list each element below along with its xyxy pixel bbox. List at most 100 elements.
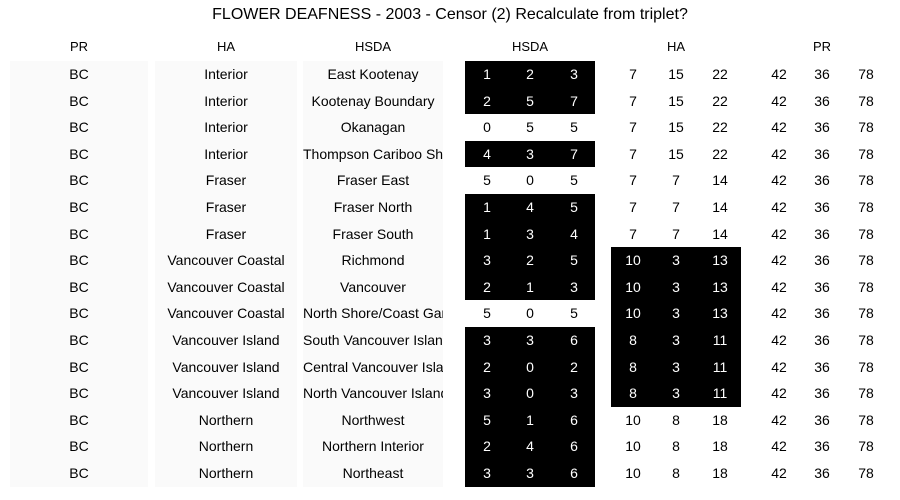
hsda-value: 1 — [483, 199, 491, 215]
ha-value: 14 — [712, 225, 728, 242]
ha-value: 15 — [668, 145, 684, 162]
hsda-value: 6 — [570, 332, 578, 348]
pr-value: 78 — [858, 385, 874, 402]
ha-cell: Vancouver Island — [172, 358, 280, 375]
pr-value: 42 — [771, 305, 787, 322]
ha-cell: Vancouver Coastal — [167, 252, 285, 269]
ha-value: 7 — [629, 199, 637, 215]
hsda-value: 2 — [526, 66, 534, 82]
hsda-value: 1 — [526, 411, 534, 428]
pr-value: 36 — [814, 199, 830, 215]
ha-value: 15 — [668, 119, 684, 136]
hsda-cell: Vancouver — [340, 278, 406, 295]
pr-value: 78 — [858, 92, 874, 109]
hsda-cell: Northeast — [342, 465, 404, 481]
pr-value: 36 — [814, 145, 830, 162]
pr-value: 78 — [858, 358, 874, 375]
hsda-value: 3 — [526, 145, 534, 162]
pr-value: 42 — [771, 172, 787, 189]
pr-value: 36 — [814, 305, 830, 322]
ha-value: 11 — [712, 358, 728, 375]
ha-value: 15 — [668, 92, 684, 109]
pr-value: 36 — [814, 119, 830, 136]
hsda-value: 4 — [570, 225, 578, 242]
hsda-value: 0 — [526, 172, 534, 189]
pr-value: 36 — [814, 465, 830, 481]
pr-value: 78 — [858, 438, 874, 455]
hsda-value: 3 — [570, 278, 578, 295]
hsda-value: 5 — [570, 119, 578, 136]
hsda-value: 2 — [483, 358, 491, 375]
hsda-value: 5 — [570, 199, 578, 215]
hsda-cell: Fraser South — [332, 225, 414, 242]
ha-value: 22 — [712, 92, 728, 109]
ha-cell: Northern — [198, 465, 254, 481]
hsda-value: 1 — [483, 225, 491, 242]
pr-value: 42 — [771, 438, 787, 455]
hsda-value: 3 — [526, 465, 534, 481]
censor-block — [465, 140, 595, 168]
column-background — [303, 61, 443, 487]
pr-cell: BC — [69, 66, 89, 82]
ha-value: 18 — [712, 465, 728, 481]
censor-block — [611, 247, 741, 407]
column-background — [10, 61, 148, 487]
censor-block — [465, 61, 595, 115]
hsda-value: 3 — [483, 332, 491, 348]
hsda-value: 0 — [526, 385, 534, 402]
header-ha: HA — [216, 39, 236, 54]
pr-value: 78 — [858, 332, 874, 348]
ha-value: 7 — [629, 145, 637, 162]
ha-cell: Vancouver Island — [172, 332, 280, 348]
pr-cell: BC — [69, 438, 89, 455]
pr-cell: BC — [69, 145, 89, 162]
pr-cell: BC — [69, 385, 89, 402]
pr-cell: BC — [69, 305, 89, 322]
pr-cell: BC — [69, 119, 89, 136]
hsda-cell: Northwest — [341, 411, 405, 428]
pr-value: 78 — [858, 225, 874, 242]
hsda-value: 2 — [526, 252, 534, 269]
ha-value: 8 — [629, 385, 637, 402]
pr-value: 78 — [858, 465, 874, 481]
pr-value: 42 — [771, 92, 787, 109]
ha-value: 10 — [625, 252, 641, 269]
pr-value: 78 — [858, 66, 874, 82]
pr-cell: BC — [69, 411, 89, 428]
header-hsda: HSDA — [354, 39, 392, 54]
ha-cell: Fraser — [205, 199, 247, 215]
column-background — [155, 61, 297, 487]
ha-value: 7 — [672, 199, 680, 215]
ha-value: 7 — [629, 92, 637, 109]
pr-value: 42 — [771, 145, 787, 162]
header-hsda-group: HSDA — [511, 39, 549, 54]
pr-cell: BC — [69, 172, 89, 189]
hsda-value: 6 — [570, 438, 578, 455]
pr-value: 42 — [771, 358, 787, 375]
ha-value: 10 — [625, 305, 641, 322]
hsda-value: 3 — [570, 385, 578, 402]
header-ha-group: HA — [666, 39, 686, 54]
hsda-value: 3 — [483, 465, 491, 481]
hsda-value: 2 — [483, 278, 491, 295]
hsda-value: 4 — [526, 199, 534, 215]
ha-value: 11 — [712, 385, 728, 402]
ha-cell: Interior — [204, 66, 248, 82]
hsda-value: 7 — [570, 92, 578, 109]
pr-value: 42 — [771, 66, 787, 82]
hsda-value: 4 — [526, 438, 534, 455]
hsda-value: 3 — [570, 66, 578, 82]
ha-cell: Interior — [204, 92, 248, 109]
hsda-value: 0 — [526, 305, 534, 322]
hsda-value: 3 — [526, 332, 534, 348]
hsda-value: 5 — [570, 172, 578, 189]
ha-value: 10 — [625, 411, 641, 428]
ha-value: 8 — [629, 332, 637, 348]
hsda-cell: East Kootenay — [327, 66, 419, 82]
pr-value: 36 — [814, 438, 830, 455]
ha-cell: Vancouver Coastal — [167, 278, 285, 295]
header-pr-group: PR — [812, 39, 832, 54]
pr-value: 36 — [814, 225, 830, 242]
ha-value: 15 — [668, 66, 684, 82]
ha-value: 22 — [712, 66, 728, 82]
